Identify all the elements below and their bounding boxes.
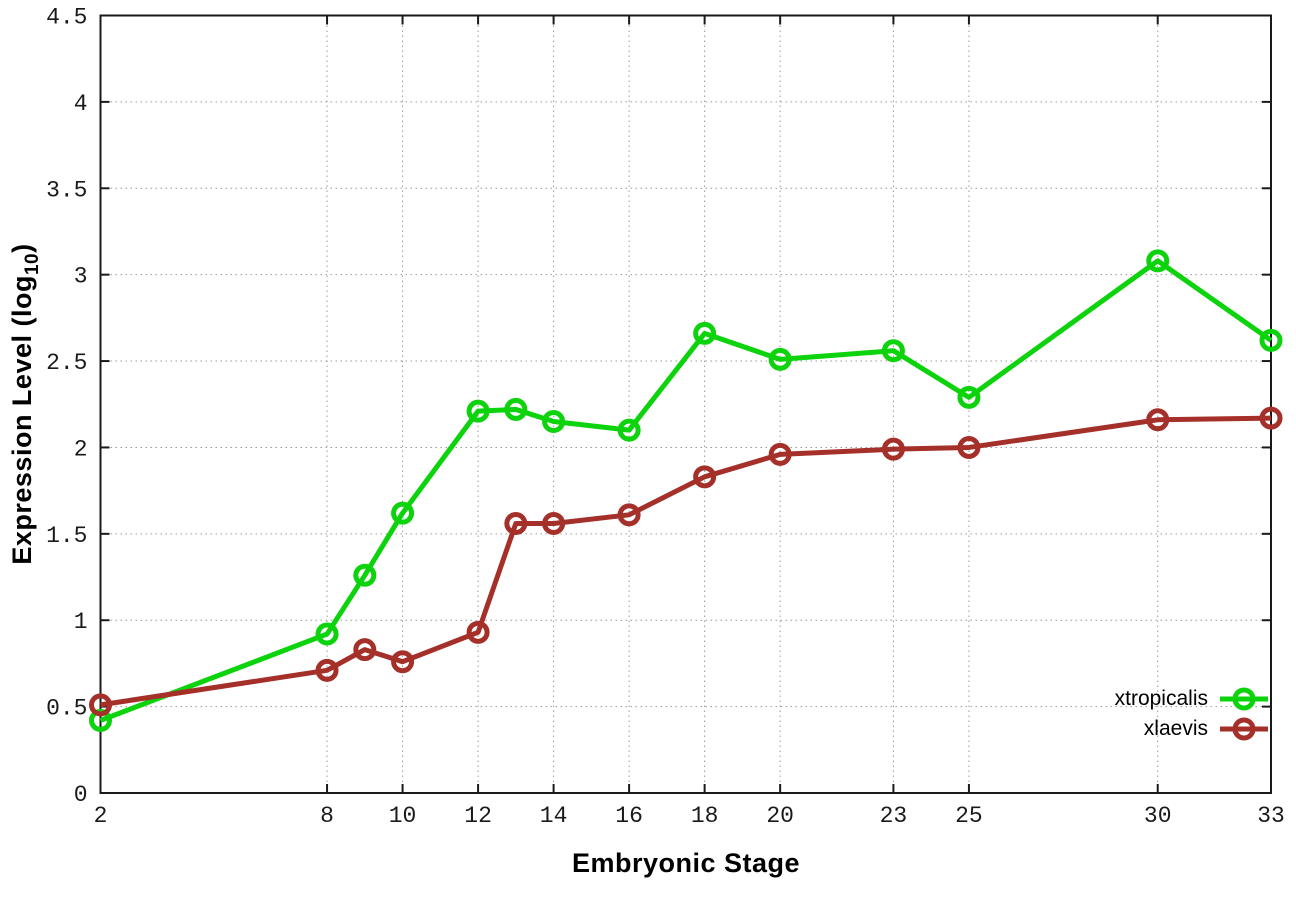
data-point-marker [391,650,415,674]
legend-label-xlaevis: xlaevis [1143,717,1208,740]
data-point-marker [1259,328,1283,352]
y-tick-label: 2 [74,436,88,462]
data-point-marker [768,442,792,466]
legend-label-xtropicalis: xtropicalis [1114,687,1208,710]
data-point-marker [89,693,112,717]
data-point-marker [617,503,641,527]
data-point-marker [466,399,490,423]
legend-row-xtropicalis: xtropicalis [1115,686,1268,712]
data-point-marker [617,418,641,442]
x-tick-label: 10 [389,803,417,829]
x-tick-labels: 2 8 10 12 14 16 18 20 23 25 30 33 [94,803,1285,829]
series-line-xtropicalis [99,258,1273,723]
y-tick-label: 1.5 [46,523,87,549]
data-point-marker [881,437,905,461]
data-point-marker [693,321,717,345]
x-tick-label: 16 [615,803,643,829]
data-point-marker [466,620,490,644]
legend: xtropicalis xlaevis [1115,686,1268,742]
y-tick-label: 3 [74,264,88,290]
data-point-marker [353,563,377,587]
x-tick-label: 18 [691,803,719,829]
plot-border [99,14,1272,794]
series-line-xlaevis [100,415,1272,708]
data-point-marker [504,397,528,421]
data-point-marker [315,622,339,646]
y-tick-label: 4 [74,91,88,117]
data-point-marker [1259,406,1283,430]
y-tick-label: 0.5 [46,696,87,722]
y-tick-label: 3.5 [46,177,87,203]
x-tick-label: 2 [94,803,108,829]
x-tick-label: 12 [464,803,492,829]
data-point-marker [315,658,339,682]
y-axis-title-prefix: Expression Level (log [7,275,37,565]
x-tick-label: 14 [540,803,568,829]
legend-marker-icon [1220,717,1268,741]
series-xtropicalis [89,249,1283,732]
data-point-marker [504,511,528,535]
y-tick-label: 4.5 [46,5,87,31]
y-tick-labels: 0 0.5 1 1.5 2 2.5 3 3.5 4 4.5 [46,5,87,809]
legend-marker-icon [1220,687,1268,711]
y-axis-title-subscript: 10 [22,252,43,276]
data-point-marker [1146,408,1170,432]
y-tick-label: 1 [74,609,88,635]
legend-row-xlaevis: xlaevis [1144,716,1268,742]
x-tick-label: 33 [1257,803,1285,829]
x-tick-label: 25 [955,803,983,829]
x-tick-label: 30 [1144,803,1172,829]
data-point-marker [542,511,566,535]
data-point-marker [693,465,717,489]
series-xlaevis [89,406,1283,717]
x-tick-label: 23 [880,803,908,829]
data-point-marker [957,385,981,409]
x-tick-label: 8 [320,803,334,829]
tick-marks [99,14,1272,794]
y-tick-label: 0 [74,782,88,808]
data-point-marker [353,638,377,662]
data-point-marker [542,410,566,434]
data-point-marker [391,501,415,525]
data-point-marker [1146,249,1170,273]
y-axis-title-suffix: ) [7,243,37,253]
data-point-marker [881,339,905,363]
data-point-marker [768,347,792,371]
x-axis-title: Embryonic Stage [571,848,801,878]
x-tick-label: 20 [766,803,794,829]
y-axis-title: Expression Level (log10) [4,154,43,654]
y-tick-label: 2.5 [46,350,87,376]
data-point-marker [957,435,981,459]
